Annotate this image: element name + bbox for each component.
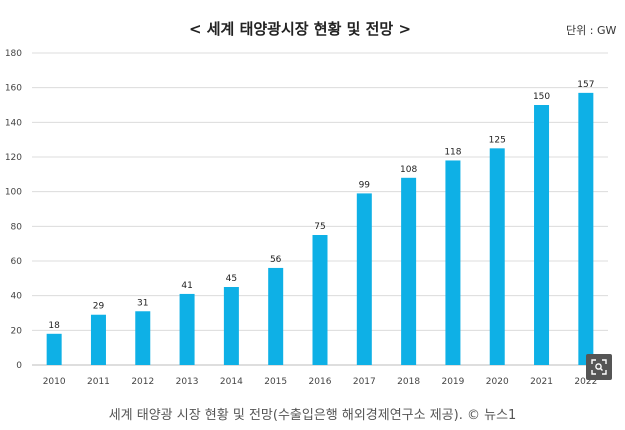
bar	[401, 177, 417, 365]
bar	[268, 267, 284, 365]
x-tick-label: 2017	[353, 377, 376, 387]
y-tick-label: 20	[11, 326, 23, 336]
y-axis-ticks: 0 20 40 60 80 100 120 140 160 180	[5, 49, 22, 371]
bar	[534, 105, 550, 365]
data-label: 150	[533, 92, 550, 102]
data-label: 45	[226, 274, 237, 284]
bar	[445, 160, 461, 365]
bars	[46, 92, 594, 365]
data-label: 75	[314, 222, 325, 232]
data-label: 18	[48, 321, 60, 331]
x-tick-label: 2010	[43, 377, 66, 387]
x-tick-label: 2021	[530, 377, 553, 387]
y-tick-label: 180	[5, 49, 22, 59]
data-labels: 18 29 31 41 45 56 75 99 108 118 125 150 157	[48, 80, 594, 331]
x-axis-ticks: 2010 2011 2012 2013 2014 2015 2016 2017 2018 2019…	[43, 377, 598, 387]
y-tick-label: 120	[5, 153, 22, 163]
x-tick-label: 2020	[486, 377, 509, 387]
x-tick-label: 2018	[397, 377, 420, 387]
y-tick-label: 100	[5, 188, 22, 198]
bar	[135, 311, 151, 365]
x-tick-label: 2022	[574, 377, 597, 387]
y-tick-label: 140	[5, 118, 22, 128]
x-tick-label: 2014	[220, 377, 243, 387]
chart-title: < 세계 태양광시장 현황 및 전망 >	[189, 20, 411, 38]
x-tick-label: 2013	[176, 377, 199, 387]
y-tick-label: 60	[11, 257, 23, 267]
y-tick-label: 0	[16, 361, 22, 371]
data-label: 108	[400, 165, 417, 175]
bar	[46, 333, 62, 365]
data-label: 99	[359, 180, 371, 190]
bar	[223, 287, 239, 365]
bar	[179, 293, 195, 365]
bar	[312, 235, 328, 365]
bar	[90, 314, 106, 365]
x-tick-label: 2016	[309, 377, 332, 387]
bar	[356, 193, 372, 365]
unit-label: 단위 : GW	[566, 24, 616, 37]
x-tick-label: 2012	[131, 377, 154, 387]
x-tick-label: 2011	[87, 377, 110, 387]
chart-frame: < 세계 태양광시장 현황 및 전망 > 단위 : GW 0 20 40 60 80 10…	[4, 20, 617, 387]
data-label: 56	[270, 255, 282, 265]
y-tick-label: 80	[11, 222, 23, 232]
bar	[489, 148, 505, 365]
bar-chart: < 세계 태양광시장 현황 및 전망 > 단위 : GW 0 20 40 60 80 10…	[5, 20, 617, 387]
image-caption: 세계 태양광 시장 현황 및 전망(수출입은행 해외경제연구소 제공). © 뉴…	[108, 408, 517, 423]
data-label: 118	[444, 147, 461, 157]
y-tick-label: 160	[5, 84, 22, 94]
data-label: 125	[489, 135, 506, 145]
zoom-icon	[591, 359, 607, 375]
data-label: 29	[93, 302, 105, 312]
bar	[578, 92, 594, 365]
y-tick-label: 40	[11, 292, 23, 302]
data-label: 41	[181, 281, 192, 291]
grid-lines	[32, 52, 608, 366]
x-tick-label: 2015	[264, 377, 287, 387]
data-label: 31	[137, 298, 148, 308]
x-tick-label: 2019	[441, 377, 464, 387]
data-label: 157	[577, 80, 594, 90]
zoom-button[interactable]	[586, 354, 612, 380]
